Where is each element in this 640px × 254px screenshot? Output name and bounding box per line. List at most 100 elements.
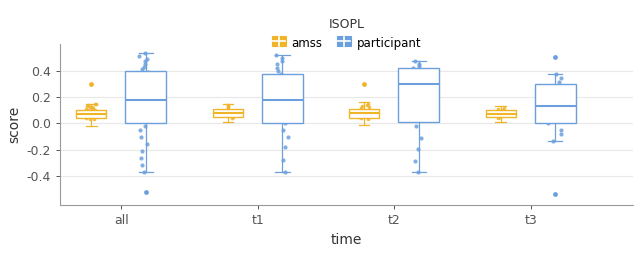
Point [145, 98, 156, 102]
Point [83, 113, 93, 117]
Point [85, 105, 95, 109]
Point [228, 115, 238, 119]
Point [85, 117, 95, 121]
Point [83, 104, 93, 108]
Point [546, 99, 556, 103]
Bar [212, 109, 243, 117]
Point [86, 111, 97, 115]
Point [138, 72, 148, 76]
Point [140, 59, 150, 63]
Point [141, 115, 151, 119]
Point [277, 59, 287, 63]
Point [141, 190, 151, 194]
Point [139, 170, 149, 174]
Point [273, 66, 283, 70]
Point [141, 82, 152, 86]
Point [276, 72, 286, 76]
Point [550, 192, 561, 196]
Bar [262, 74, 303, 123]
Point [409, 80, 419, 84]
Point [280, 121, 290, 125]
Bar [535, 84, 576, 123]
Point [280, 170, 290, 174]
Point [363, 117, 373, 121]
Point [409, 109, 419, 113]
Point [88, 109, 99, 113]
Point [141, 57, 152, 61]
Point [223, 104, 234, 108]
X-axis label: time: time [331, 233, 362, 247]
Point [552, 108, 562, 112]
Point [354, 115, 364, 119]
Point [275, 90, 285, 94]
Point [413, 170, 423, 174]
Point [547, 139, 557, 143]
Point [227, 116, 237, 120]
Point [278, 128, 289, 132]
Point [218, 110, 228, 114]
Point [274, 75, 284, 79]
Bar [398, 68, 439, 122]
Point [408, 66, 418, 70]
Point [141, 89, 151, 93]
Point [145, 106, 156, 110]
Point [136, 86, 146, 90]
Point [495, 115, 506, 119]
Point [223, 113, 233, 117]
Bar [349, 109, 380, 118]
Point [142, 70, 152, 74]
Point [136, 156, 146, 160]
Point [499, 106, 509, 110]
Point [363, 102, 373, 106]
Point [358, 114, 368, 118]
Point [277, 56, 287, 60]
Point [140, 123, 150, 128]
Point [273, 96, 283, 100]
Point [553, 95, 563, 99]
Y-axis label: score: score [7, 106, 21, 144]
Point [499, 113, 509, 117]
Point [83, 114, 93, 118]
Point [410, 71, 420, 75]
Point [356, 113, 367, 117]
Point [410, 59, 420, 63]
Point [220, 111, 230, 115]
Point [494, 110, 504, 114]
Point [82, 114, 92, 118]
Point [84, 112, 95, 116]
Point [141, 102, 151, 106]
Point [408, 84, 418, 88]
Point [227, 114, 237, 118]
Point [271, 84, 282, 88]
Point [417, 103, 427, 107]
Point [355, 108, 365, 112]
Point [493, 107, 503, 111]
Point [547, 88, 557, 92]
Point [145, 95, 155, 99]
Point [556, 128, 566, 132]
Point [83, 103, 93, 107]
Point [83, 108, 93, 113]
Point [492, 116, 502, 120]
Point [408, 98, 418, 102]
Point [278, 158, 288, 162]
Point [543, 121, 554, 125]
Point [135, 119, 145, 123]
Point [356, 104, 367, 108]
Point [135, 128, 145, 132]
Point [90, 108, 100, 112]
Point [81, 107, 92, 111]
Point [412, 69, 422, 73]
Point [81, 116, 91, 120]
Point [548, 104, 559, 108]
Point [493, 109, 503, 113]
Point [357, 110, 367, 114]
Point [416, 75, 426, 79]
Point [222, 105, 232, 109]
Point [88, 117, 99, 121]
Point [134, 54, 145, 58]
Point [410, 115, 420, 119]
Point [359, 82, 369, 86]
Point [414, 62, 424, 66]
Point [223, 106, 233, 110]
